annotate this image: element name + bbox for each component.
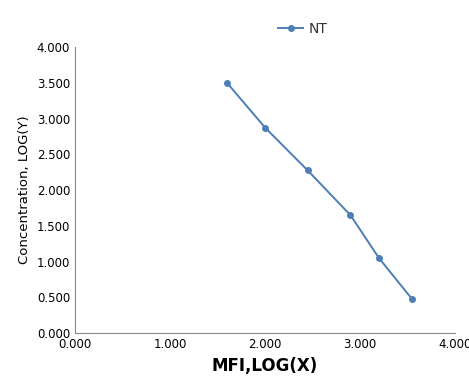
Legend: NT: NT	[272, 17, 333, 42]
NT	[305, 168, 310, 173]
NT	[224, 80, 230, 85]
Y-axis label: Concentration, LOG(Y): Concentration, LOG(Y)	[18, 116, 31, 265]
NT	[262, 125, 268, 130]
NT	[409, 297, 415, 301]
X-axis label: MFI,LOG(X): MFI,LOG(X)	[212, 357, 318, 375]
NT	[348, 213, 353, 218]
Line: NT: NT	[224, 80, 415, 302]
NT	[376, 256, 382, 260]
